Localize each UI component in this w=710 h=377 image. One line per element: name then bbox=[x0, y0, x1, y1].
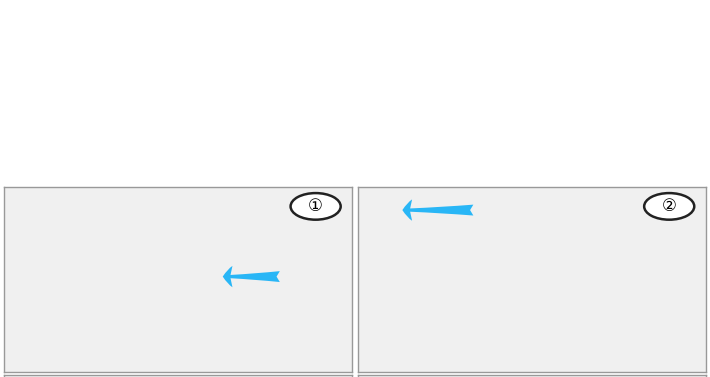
Circle shape bbox=[644, 193, 694, 220]
Text: ①: ① bbox=[308, 198, 323, 215]
Text: ②: ② bbox=[662, 198, 677, 215]
Circle shape bbox=[290, 193, 341, 220]
